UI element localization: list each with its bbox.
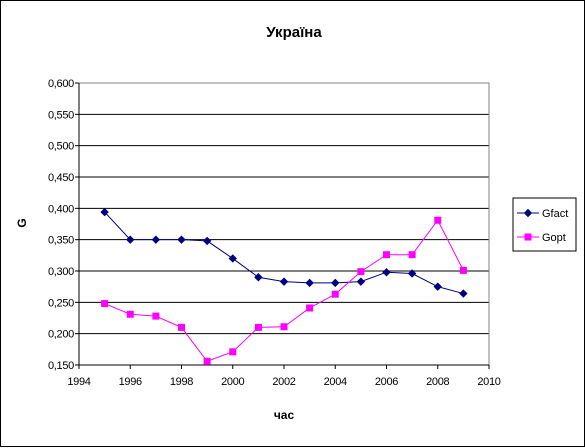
- legend: Gfact Gopt: [512, 197, 577, 252]
- x-tick-label: 2000: [221, 376, 244, 388]
- data-point-gfact: [305, 278, 314, 288]
- plot-layer: 0,150 0,200 0,250 0,300 0,350 0,400 0,450 0,500…: [48, 78, 501, 388]
- y-tick-label: 0,500: [48, 141, 74, 153]
- y-tick-label: 0,150: [48, 360, 74, 372]
- data-point-gfact: [177, 235, 186, 244]
- y-tick-label: 0,250: [48, 297, 74, 309]
- data-point-gfact: [356, 277, 366, 286]
- legend-marker-gfact: [523, 208, 533, 218]
- data-point-gopt: [306, 304, 314, 312]
- data-point-gopt: [383, 251, 390, 259]
- x-tick-label: 2004: [324, 376, 347, 388]
- data-point-gopt: [152, 312, 160, 320]
- data-point-gfact: [100, 207, 109, 217]
- data-point-gopt: [434, 216, 442, 224]
- data-point-gopt: [178, 323, 185, 331]
- x-tick-label: 2006: [375, 376, 398, 388]
- y-tick-label: 0,600: [48, 78, 74, 90]
- data-point-gfact: [228, 254, 237, 263]
- y-tick-label: 0,450: [48, 172, 74, 184]
- data-point-gfact: [407, 269, 417, 278]
- data-point-gfact: [433, 282, 442, 291]
- x-tick-label: 1996: [119, 376, 142, 388]
- data-point-gopt: [203, 357, 211, 365]
- x-tick-label: 2002: [272, 376, 295, 388]
- data-point-gopt: [101, 300, 109, 308]
- data-point-gfact: [202, 236, 212, 246]
- data-point-gopt: [459, 266, 467, 274]
- plot-area: [79, 83, 489, 365]
- data-point-gopt: [357, 268, 365, 276]
- data-point-gfact: [279, 277, 289, 286]
- data-point-gopt: [408, 251, 416, 259]
- x-tick-label: 2010: [477, 376, 500, 388]
- y-tick-label: 0,300: [48, 266, 74, 278]
- x-axis-title: час: [274, 408, 295, 422]
- x-tick-label: 1998: [170, 376, 193, 388]
- data-point-gfact: [151, 235, 161, 244]
- legend-label-gfact: Gfact: [542, 208, 568, 220]
- data-point-gopt: [126, 310, 134, 318]
- y-tick-label: 0,550: [48, 109, 74, 121]
- legend-label-gopt: Gopt: [542, 232, 566, 244]
- x-tick-label: 2008: [426, 376, 449, 388]
- data-point-gopt: [254, 323, 262, 331]
- x-tick-label: 1994: [67, 376, 90, 388]
- data-point-gfact: [331, 278, 340, 288]
- y-tick-label: 0,350: [48, 235, 74, 247]
- y-axis-title: G: [15, 218, 29, 227]
- data-point-gfact: [126, 235, 135, 244]
- data-point-gfact: [382, 268, 391, 277]
- legend-marker-gopt: [524, 233, 532, 241]
- data-point-gopt: [280, 323, 288, 331]
- y-tick-label: 0,400: [48, 203, 74, 215]
- data-point-gopt: [331, 290, 339, 298]
- data-point-gfact: [459, 289, 468, 298]
- y-tick-label: 0,200: [48, 329, 74, 341]
- legend-box: [512, 197, 577, 252]
- data-point-gopt: [229, 348, 237, 356]
- chart-title: Україна: [266, 24, 322, 41]
- data-point-gfact: [254, 273, 263, 282]
